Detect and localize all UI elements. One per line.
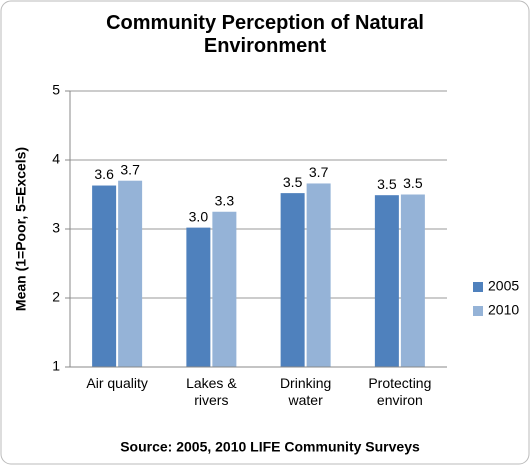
bar (306, 183, 331, 367)
y-tick-label: 3 (52, 220, 60, 236)
data-label: 3.0 (189, 208, 209, 224)
y-axis-label: Mean (1=Poor, 5=Excels) (13, 147, 29, 311)
bar (280, 193, 305, 367)
title-box: Community Perception of Natural Environm… (106, 12, 424, 57)
legend-label: 2010 (488, 302, 519, 318)
x-tick-label: Drinking water (279, 375, 332, 408)
legend-label: 2005 (488, 278, 519, 294)
data-label: 3.6 (94, 166, 114, 182)
data-label: 3.7 (309, 164, 329, 180)
x-tick-label: Air quality (86, 375, 148, 391)
data-label: 3.5 (377, 176, 397, 192)
data-label: 3.3 (215, 192, 235, 208)
chart-title: Community Perception of Natural Environm… (106, 12, 424, 57)
bar (118, 180, 143, 367)
data-label: 3.5 (283, 174, 303, 190)
y-tick-label: 2 (52, 289, 60, 305)
legend-swatch (473, 282, 483, 292)
bar (400, 194, 425, 367)
bar (374, 195, 399, 367)
data-label: 3.7 (120, 161, 140, 177)
bar (212, 211, 237, 367)
y-tick-label: 5 (52, 82, 60, 98)
bar (92, 185, 117, 367)
legend-swatch (473, 306, 483, 316)
x-tick-label: Protecting environ (368, 375, 432, 408)
source-note: Source: 2005, 2010 LIFE Community Survey… (120, 439, 420, 455)
x-tick-label: Lakes & rivers (186, 375, 237, 408)
y-tick-label: 1 (52, 358, 60, 374)
bar (186, 227, 211, 367)
data-label: 3.5 (403, 175, 423, 191)
y-tick-label: 4 (52, 151, 60, 167)
